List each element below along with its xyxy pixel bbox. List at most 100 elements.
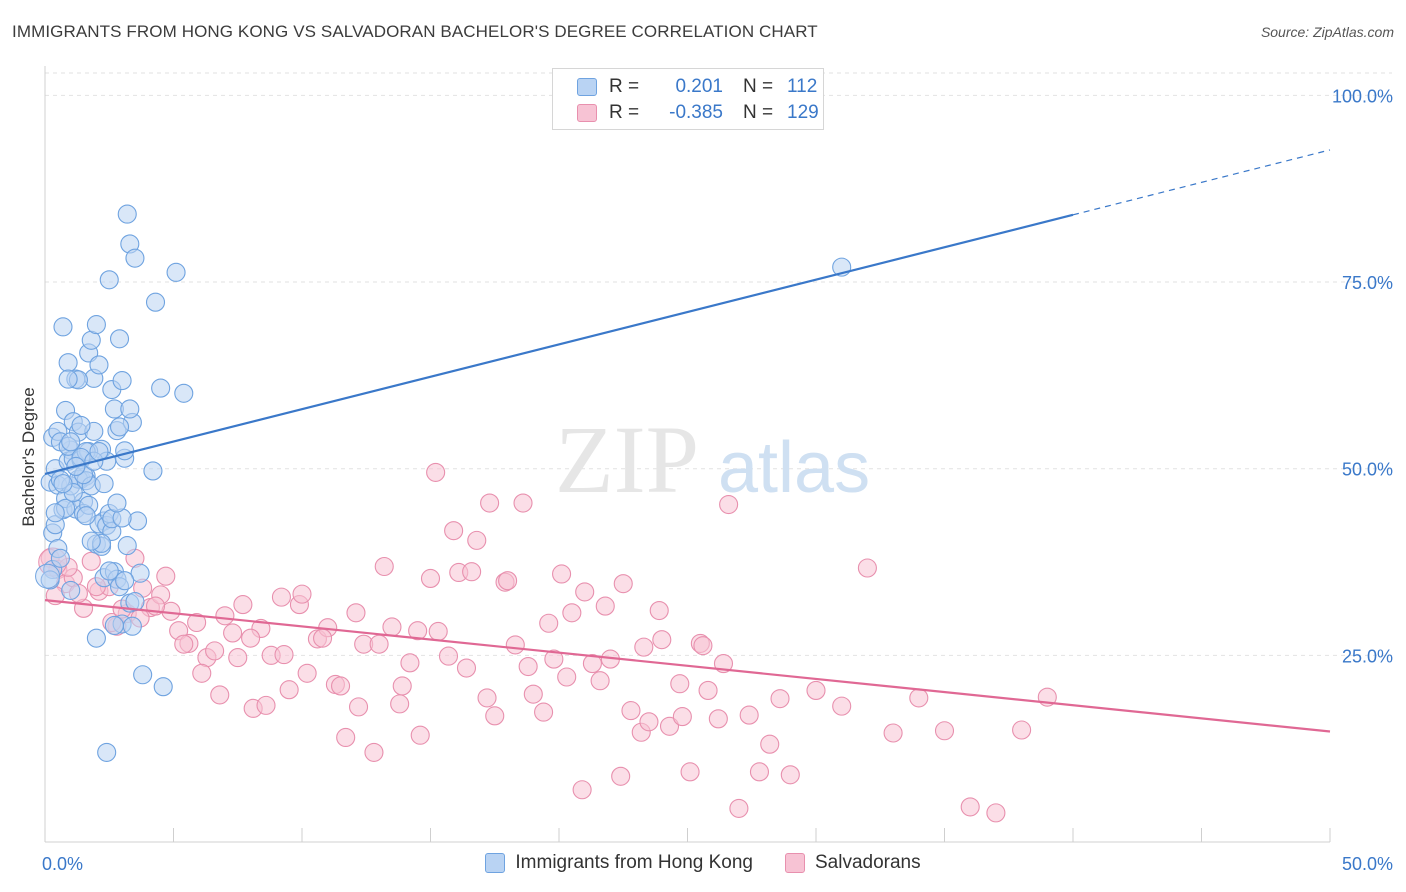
watermark-atlas: atlas bbox=[718, 428, 870, 508]
salvadoran-point bbox=[346, 603, 366, 623]
salvadoran-point bbox=[274, 645, 294, 665]
series-legend-label: Salvadorans bbox=[814, 852, 921, 873]
salvadoran-point bbox=[572, 780, 592, 800]
hongkong-point bbox=[153, 677, 173, 697]
series-legend-hongkong: Immigrants from Hong Kong bbox=[485, 852, 753, 874]
hongkong-point bbox=[76, 506, 96, 526]
salvadoran-point bbox=[770, 689, 790, 709]
hongkong-point bbox=[115, 441, 135, 461]
hongkong-point bbox=[99, 270, 119, 290]
salvadoran-point bbox=[313, 628, 333, 648]
salvadoran-point bbox=[426, 462, 446, 482]
hongkong-point bbox=[117, 536, 137, 556]
salvadoran-points bbox=[38, 462, 1057, 823]
hongkong-point bbox=[61, 432, 81, 452]
salvadoran-point bbox=[739, 705, 759, 725]
hongkong-point bbox=[58, 369, 78, 389]
salvadoran-point bbox=[444, 521, 464, 541]
salvadoran-point bbox=[456, 658, 477, 678]
salvadoran-point bbox=[960, 797, 980, 817]
salvadoran-point bbox=[659, 716, 680, 736]
hongkong-point bbox=[89, 355, 109, 375]
salvadoran-point bbox=[271, 587, 291, 607]
salvadoran-point bbox=[410, 725, 430, 745]
hongkong-point bbox=[86, 628, 106, 648]
hongkong-point bbox=[127, 511, 148, 531]
salvadoran-point bbox=[857, 558, 877, 578]
salvadoran-point bbox=[336, 727, 356, 748]
salvadoran-point bbox=[364, 742, 384, 762]
hongkong-point bbox=[112, 371, 132, 391]
salvadoran-point bbox=[233, 595, 253, 615]
legend-row-hongkong: R = 0.201 N = 112 bbox=[577, 75, 817, 99]
hongkong-point bbox=[97, 742, 117, 762]
watermark-zip: ZIP bbox=[555, 406, 699, 513]
salvadoran-point bbox=[498, 571, 518, 591]
salvadoran-point bbox=[187, 612, 207, 633]
salvadoran-point bbox=[348, 697, 369, 717]
hongkong-point bbox=[58, 353, 78, 373]
salvadoran-point bbox=[438, 646, 459, 666]
hongkong-points bbox=[35, 204, 852, 762]
salvadoran-point bbox=[708, 709, 728, 729]
trend-lines bbox=[44, 149, 1331, 733]
hongkong-point bbox=[130, 563, 150, 583]
salvadoran-point bbox=[680, 762, 700, 782]
salvadoran-point bbox=[228, 648, 248, 668]
hongkong-point bbox=[109, 417, 130, 437]
hongkong-point bbox=[115, 571, 135, 591]
tick-labels: 25.0% 50.0% 75.0% 100.0% 0.0% 50.0% bbox=[42, 86, 1393, 874]
hongkong-point bbox=[145, 292, 166, 312]
salvadoran-point bbox=[256, 695, 276, 715]
series-legend-salvadoran: Salvadorans bbox=[784, 852, 921, 874]
salvadoran-point bbox=[462, 562, 482, 582]
hongkong-point bbox=[117, 204, 137, 224]
salvadoran-point bbox=[223, 623, 243, 643]
salvadoran-point bbox=[780, 765, 800, 785]
salvadoran-point bbox=[369, 634, 389, 654]
y-tick-label: 100.0% bbox=[1332, 86, 1393, 106]
salvadoran-point bbox=[518, 656, 538, 677]
salvadoran-point bbox=[241, 628, 261, 648]
hongkong-point bbox=[71, 415, 91, 435]
hongkong-point bbox=[174, 383, 194, 403]
salvadoran-point bbox=[513, 493, 533, 513]
salvadoran-point bbox=[719, 494, 739, 515]
salvadoran-point bbox=[749, 762, 770, 782]
legend-r-label: R = bbox=[609, 102, 640, 123]
salvadoran-trend-line bbox=[44, 599, 1331, 733]
salvadoran-point bbox=[505, 635, 525, 655]
salvadoran-point bbox=[297, 663, 317, 683]
hongkong-point bbox=[61, 580, 81, 600]
correlation-legend: R = 0.201 N = 112 R = -0.385 N = 129 bbox=[552, 68, 824, 130]
series-legend: Immigrants from Hong Kong Salvadorans bbox=[0, 852, 1406, 874]
salvadoran-point bbox=[693, 636, 713, 656]
salvadoran-point bbox=[670, 674, 690, 694]
salvadoran-point bbox=[883, 723, 903, 743]
salvadoran-point bbox=[611, 766, 631, 786]
salvadoran-point bbox=[390, 694, 410, 714]
salvadoran-point bbox=[480, 493, 500, 513]
hongkong-point bbox=[45, 503, 65, 523]
hongkong-point bbox=[53, 317, 73, 337]
salvadoran-point bbox=[544, 649, 564, 669]
hongkong-point bbox=[35, 563, 61, 589]
salvadoran-point bbox=[621, 701, 641, 721]
salvadoran-point bbox=[382, 617, 402, 637]
salvadoran-point bbox=[562, 603, 582, 623]
salvadoran-point bbox=[595, 596, 615, 616]
salvadoran-point bbox=[467, 530, 487, 550]
legend-n-value: 129 bbox=[787, 102, 819, 123]
salvadoran-point bbox=[613, 574, 633, 594]
salvadoran-point bbox=[806, 680, 826, 700]
salvadoran-point bbox=[634, 637, 654, 657]
salvadoran-point bbox=[575, 582, 595, 602]
series-swatch-hongkong bbox=[485, 853, 506, 873]
salvadoran-point bbox=[672, 707, 692, 727]
salvadoran-point bbox=[986, 803, 1006, 823]
salvadoran-point bbox=[909, 688, 929, 708]
salvadoran-point bbox=[582, 654, 602, 674]
salvadoran-point bbox=[934, 721, 955, 741]
hongkong-point bbox=[143, 461, 163, 481]
watermark: ZIP atlas bbox=[555, 406, 870, 513]
